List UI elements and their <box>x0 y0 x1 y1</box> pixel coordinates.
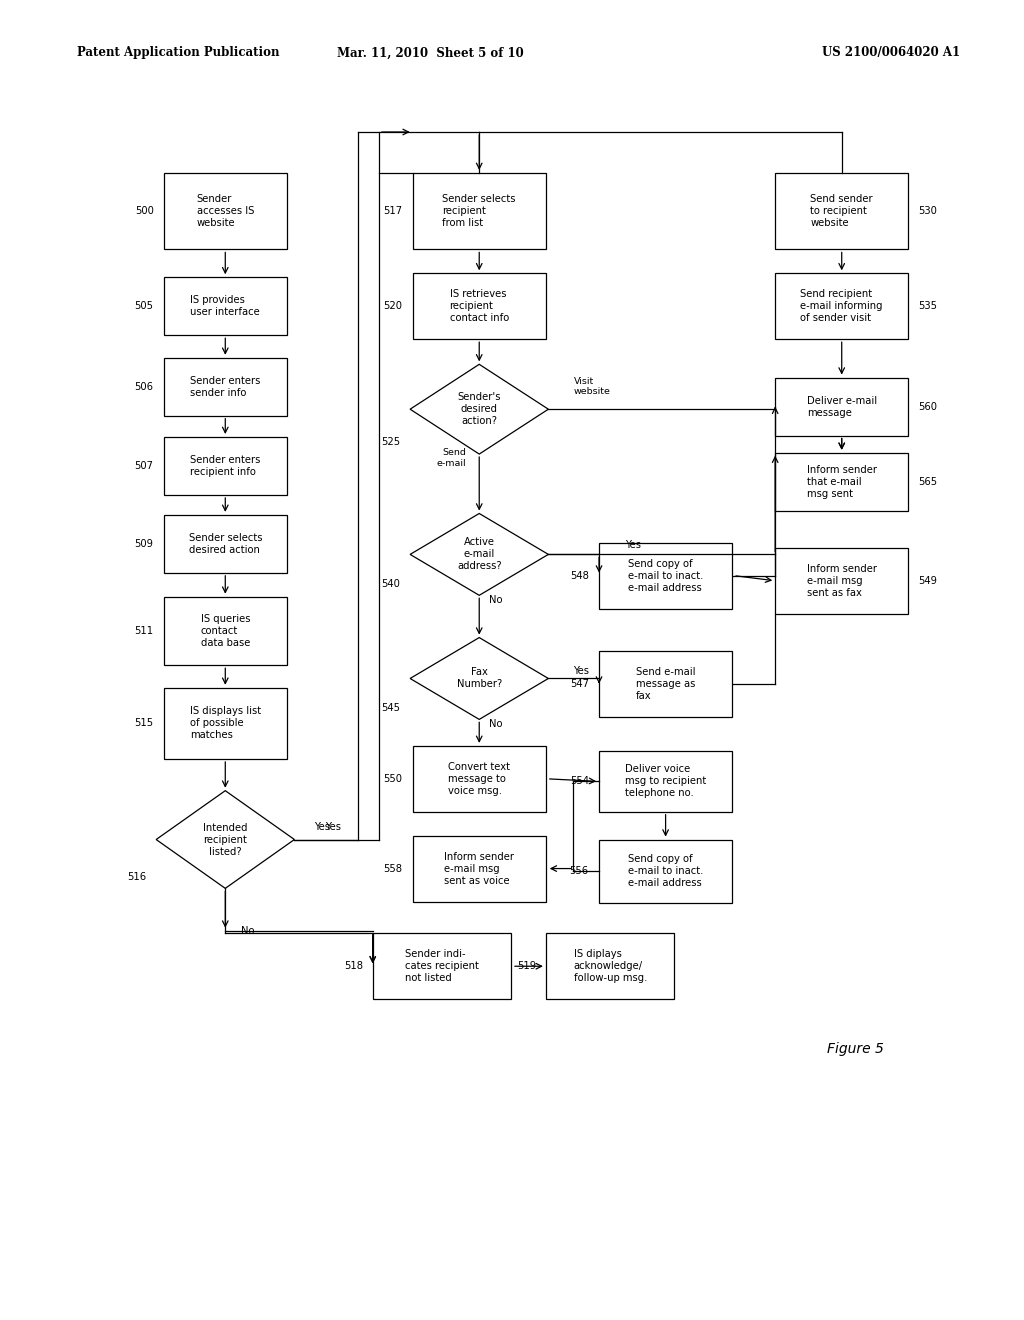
Text: Sender indi-
cates recipient
not listed: Sender indi- cates recipient not listed <box>406 949 479 983</box>
Text: Sender's
desired
action?: Sender's desired action? <box>458 392 501 426</box>
Text: 549: 549 <box>919 576 938 586</box>
Text: Send sender
to recipient
website: Send sender to recipient website <box>810 194 873 228</box>
Text: 518: 518 <box>344 961 362 972</box>
FancyBboxPatch shape <box>164 688 287 759</box>
Text: Sender enters
sender info: Sender enters sender info <box>190 376 260 397</box>
FancyBboxPatch shape <box>775 378 908 436</box>
FancyBboxPatch shape <box>413 273 546 339</box>
Text: Visit
website: Visit website <box>573 376 610 396</box>
Text: US 2100/0064020 A1: US 2100/0064020 A1 <box>822 46 959 59</box>
Text: 547: 547 <box>569 678 589 689</box>
FancyBboxPatch shape <box>413 836 546 902</box>
FancyBboxPatch shape <box>775 173 908 249</box>
FancyBboxPatch shape <box>599 751 732 812</box>
Text: 554: 554 <box>569 776 589 787</box>
Text: Active
e-mail
address?: Active e-mail address? <box>457 537 502 572</box>
FancyBboxPatch shape <box>775 548 908 614</box>
Text: 520: 520 <box>383 301 402 312</box>
Text: 505: 505 <box>134 301 154 312</box>
FancyBboxPatch shape <box>599 840 732 903</box>
Text: IS queries
contact
data base: IS queries contact data base <box>201 614 250 648</box>
Text: Inform sender
e-mail msg
sent as voice: Inform sender e-mail msg sent as voice <box>444 851 514 886</box>
Text: Deliver e-mail
message: Deliver e-mail message <box>807 396 877 417</box>
Text: Inform sender
that e-mail
msg sent: Inform sender that e-mail msg sent <box>807 465 877 499</box>
FancyBboxPatch shape <box>164 358 287 416</box>
FancyBboxPatch shape <box>413 173 546 249</box>
Text: IS diplays
acknowledge/
follow-up msg.: IS diplays acknowledge/ follow-up msg. <box>573 949 647 983</box>
Text: IS displays list
of possible
matches: IS displays list of possible matches <box>189 706 261 741</box>
Text: Yes: Yes <box>573 665 590 676</box>
FancyBboxPatch shape <box>164 515 287 573</box>
Text: IS provides
user interface: IS provides user interface <box>190 296 260 317</box>
Text: Send
e-mail: Send e-mail <box>436 449 466 467</box>
Text: Convert text
message to
voice msg.: Convert text message to voice msg. <box>449 762 510 796</box>
Text: 517: 517 <box>383 206 402 216</box>
Text: Yes: Yes <box>625 540 641 550</box>
Text: IS retrieves
recipient
contact info: IS retrieves recipient contact info <box>450 289 509 323</box>
Text: 535: 535 <box>919 301 938 312</box>
Text: Sender selects
desired action: Sender selects desired action <box>188 533 262 554</box>
FancyBboxPatch shape <box>164 173 287 249</box>
Text: Mar. 11, 2010  Sheet 5 of 10: Mar. 11, 2010 Sheet 5 of 10 <box>337 46 523 59</box>
Text: 565: 565 <box>919 477 938 487</box>
FancyBboxPatch shape <box>775 273 908 339</box>
Text: Send recipient
e-mail informing
of sender visit: Send recipient e-mail informing of sende… <box>801 289 883 323</box>
Polygon shape <box>410 513 549 595</box>
FancyBboxPatch shape <box>164 437 287 495</box>
Text: Yes: Yes <box>325 821 341 832</box>
FancyBboxPatch shape <box>164 597 287 665</box>
Text: 556: 556 <box>569 866 589 876</box>
Text: No: No <box>489 595 503 606</box>
Polygon shape <box>156 791 295 888</box>
FancyBboxPatch shape <box>164 277 287 335</box>
Text: 500: 500 <box>135 206 154 216</box>
Text: 506: 506 <box>134 381 154 392</box>
FancyBboxPatch shape <box>547 933 674 999</box>
Text: 558: 558 <box>383 863 402 874</box>
Text: 507: 507 <box>134 461 154 471</box>
Text: 509: 509 <box>134 539 154 549</box>
Text: 545: 545 <box>381 702 399 713</box>
Text: Fax
Number?: Fax Number? <box>457 668 502 689</box>
FancyBboxPatch shape <box>413 746 546 812</box>
Text: Patent Application Publication: Patent Application Publication <box>77 46 280 59</box>
Text: 560: 560 <box>919 401 938 412</box>
FancyBboxPatch shape <box>599 651 732 717</box>
Text: 519: 519 <box>517 961 537 972</box>
FancyBboxPatch shape <box>373 933 512 999</box>
Text: Send copy of
e-mail to inact.
e-mail address: Send copy of e-mail to inact. e-mail add… <box>628 854 703 888</box>
Text: Sender selects
recipient
from list: Sender selects recipient from list <box>442 194 516 228</box>
Text: Sender
accesses IS
website: Sender accesses IS website <box>197 194 254 228</box>
Text: Send e-mail
message as
fax: Send e-mail message as fax <box>636 667 695 701</box>
Text: No: No <box>241 925 254 936</box>
Text: Deliver voice
msg to recipient
telephone no.: Deliver voice msg to recipient telephone… <box>625 764 707 799</box>
Text: Figure 5: Figure 5 <box>826 1043 884 1056</box>
Text: 530: 530 <box>919 206 937 216</box>
Text: 525: 525 <box>381 437 399 447</box>
Polygon shape <box>410 364 549 454</box>
Text: Send copy of
e-mail to inact.
e-mail address: Send copy of e-mail to inact. e-mail add… <box>628 558 703 593</box>
FancyBboxPatch shape <box>599 543 732 609</box>
Text: 511: 511 <box>134 626 154 636</box>
Text: 515: 515 <box>134 718 154 729</box>
FancyBboxPatch shape <box>775 453 908 511</box>
Polygon shape <box>410 638 549 719</box>
Text: 516: 516 <box>127 871 145 882</box>
Text: Inform sender
e-mail msg
sent as fax: Inform sender e-mail msg sent as fax <box>807 564 877 598</box>
Text: No: No <box>489 719 503 730</box>
Text: Intended
recipient
listed?: Intended recipient listed? <box>203 822 248 857</box>
Text: 540: 540 <box>381 578 399 589</box>
Text: 548: 548 <box>570 570 589 581</box>
Text: 550: 550 <box>383 774 402 784</box>
Text: Sender enters
recipient info: Sender enters recipient info <box>190 455 260 477</box>
Text: Yes: Yes <box>314 821 331 832</box>
